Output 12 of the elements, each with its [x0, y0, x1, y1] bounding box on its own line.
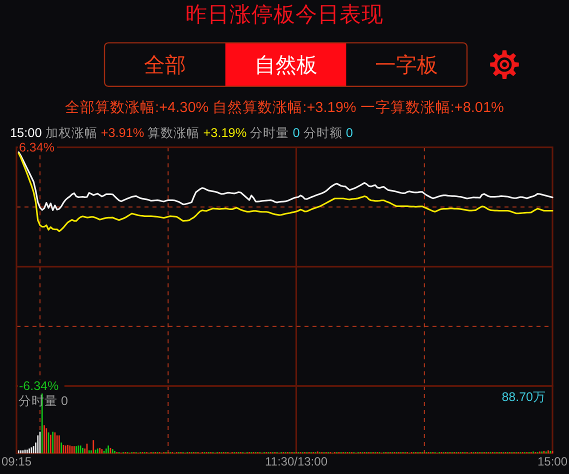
x-tick-label: 15:00 [537, 454, 568, 468]
text: 自然板 [254, 54, 318, 77]
y-tick-label: -6.34% [19, 379, 59, 393]
text: 全部 [144, 54, 186, 77]
text: 15:00 加权涨幅 +3.91% 算数涨幅 +3.19% 分时量 0 分时额 0 [10, 126, 353, 140]
x-tick-label: 09:15 [1, 454, 32, 468]
chart-title: 昨日涨停板今日表现 [186, 2, 384, 26]
y-tick-label: 6.34% [19, 140, 54, 154]
chart-subtitle: 全部算数涨幅:+4.30% 自然算数涨幅:+3.19% 一字算数涨幅:+8.01% [65, 99, 504, 116]
x-tick-label: 11:30/13:00 [264, 454, 328, 468]
annotation: 88.70万 [502, 390, 546, 404]
text: 一字板 [375, 54, 438, 77]
